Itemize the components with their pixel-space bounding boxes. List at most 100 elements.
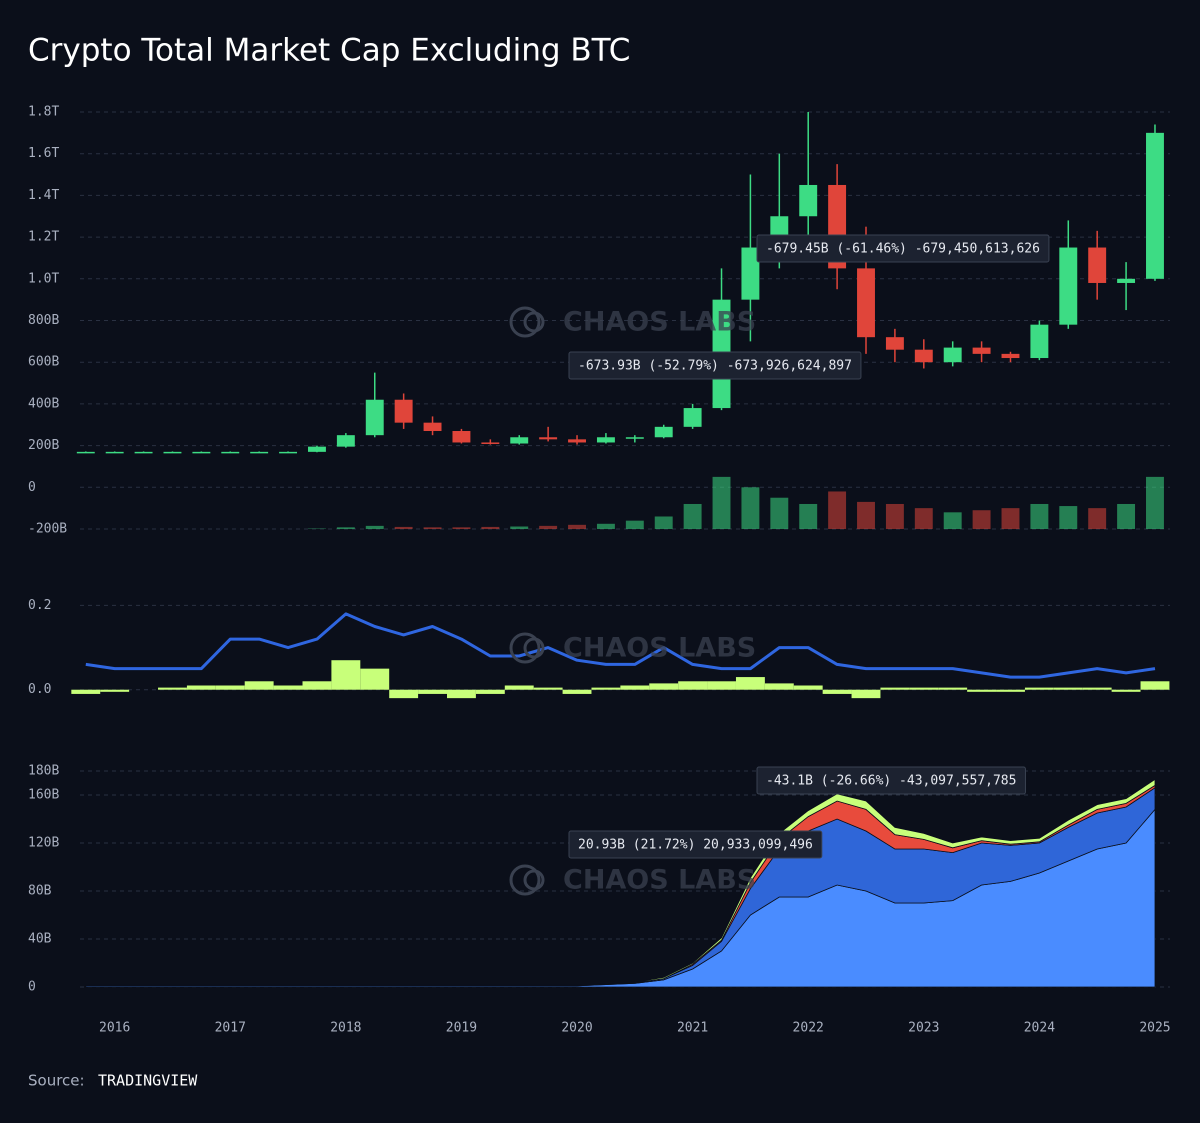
volume-bar [972,510,991,529]
annotation-box [568,351,862,380]
annotation: -43.1B (-26.66%) -43,097,557,785 [766,774,1016,789]
watermark-1: CHAOS LABS [509,306,756,338]
volume-bar [741,487,760,529]
volume-bar [481,526,500,529]
x-tick-label: 2016 [99,1021,130,1036]
y-tick-label: 0 [28,480,36,495]
chart-title: Crypto Total Market Cap Excluding BTC [28,33,630,69]
source: TRADINGVIEW [98,1072,198,1090]
x-tick-label: 2020 [561,1021,592,1036]
watermark-logo [509,864,541,896]
candle-body [452,431,471,443]
y-tick-label: 40B [28,932,52,947]
volume-bar [1001,508,1020,529]
histogram-bar [100,689,130,692]
annotations: -679.45B (-61.46%) -679,450,613,626 -673.… [568,234,1050,859]
candle-body [192,451,211,454]
x-tick-label: 2025 [1139,1021,1170,1036]
candle-body [307,446,326,452]
histogram-bar [649,683,679,690]
candle-body [134,451,153,454]
x-tick-label: 2022 [793,1021,824,1036]
y-tick-label: 0.2 [28,598,51,613]
candle-body [510,437,529,444]
candle-body [1117,278,1136,283]
area [85,778,1156,986]
y-tick-label: 180B [28,764,59,779]
histogram-bar [215,685,245,690]
y-tick-label: 1.0T [28,271,59,286]
y-tick-label: 200B [28,438,59,453]
volume-bar [625,520,644,529]
annotation: -673.93B (-52.79%) -673,926,624,897 [578,359,852,374]
volume-bar [1059,506,1078,529]
histogram-bar [418,689,447,694]
histogram-bar [764,683,794,690]
candle-body [336,435,355,447]
volume-bar [654,516,673,529]
candle-body [972,347,991,354]
y-tick-label: 120B [28,836,59,851]
candle-body [568,439,586,443]
y-tick-label: 0.0 [28,682,51,697]
volume-bar [596,523,615,529]
histogram-bar [244,681,274,690]
line [85,612,1156,679]
volume-bar [770,497,789,529]
histogram-bar [1140,681,1170,690]
histogram-bar [967,689,997,692]
watermark-logo [523,869,545,891]
y-tick-label: 0 [28,980,36,995]
watermark-3: CHAOS LABS [509,864,756,896]
watermark: CHAOS LABS [563,633,756,664]
candle-body [105,451,124,454]
y-tick-label: 1.2T [28,230,59,245]
x-tick-label: 2017 [215,1021,246,1036]
volume-bar [539,525,558,529]
histogram-bar [1024,687,1054,690]
x-tick-label: 2023 [908,1021,939,1036]
volume-bar [423,527,442,529]
volume-bar [365,525,384,529]
volume-bar [943,512,962,529]
candle-body [163,451,182,454]
candle-body [1146,132,1164,279]
candle-body [481,442,500,444]
y-tick-label: 160B [28,788,59,803]
histogram-bar [793,685,823,690]
annotation: -679.45B (-61.46%) -679,450,613,626 [766,242,1040,257]
candle-body [857,268,875,338]
histogram-bar [562,689,592,694]
histogram-bar [302,681,332,690]
y-tick-label: 80B [28,884,52,899]
volume-bar [799,503,818,529]
volume-bar [683,503,702,529]
watermark-logo [523,637,545,659]
x-tick-label: 2021 [677,1021,708,1036]
histogram-bar [822,689,852,694]
watermark-logo [509,632,541,664]
y-tick-label: 800B [28,313,59,328]
candle-body [1001,353,1020,359]
watermark-logo [509,306,541,338]
histogram-bar [909,687,939,690]
histogram-bar [678,681,708,690]
watermark-logo [523,311,545,333]
candle-body [1088,247,1107,283]
histogram-bar [273,685,303,690]
volume-bar [394,526,413,529]
candle-body [625,437,644,439]
histogram-bar [1053,687,1083,690]
candle-body [394,399,413,423]
volume-bar [1088,508,1107,529]
histogram-bar [996,689,1025,692]
candle-body [799,184,818,217]
histogram-bar [475,689,505,694]
candle-body [741,247,760,300]
histogram-bar [504,685,534,690]
candle-body [250,451,269,454]
histogram-bar [735,677,765,690]
candle-body [221,451,240,454]
